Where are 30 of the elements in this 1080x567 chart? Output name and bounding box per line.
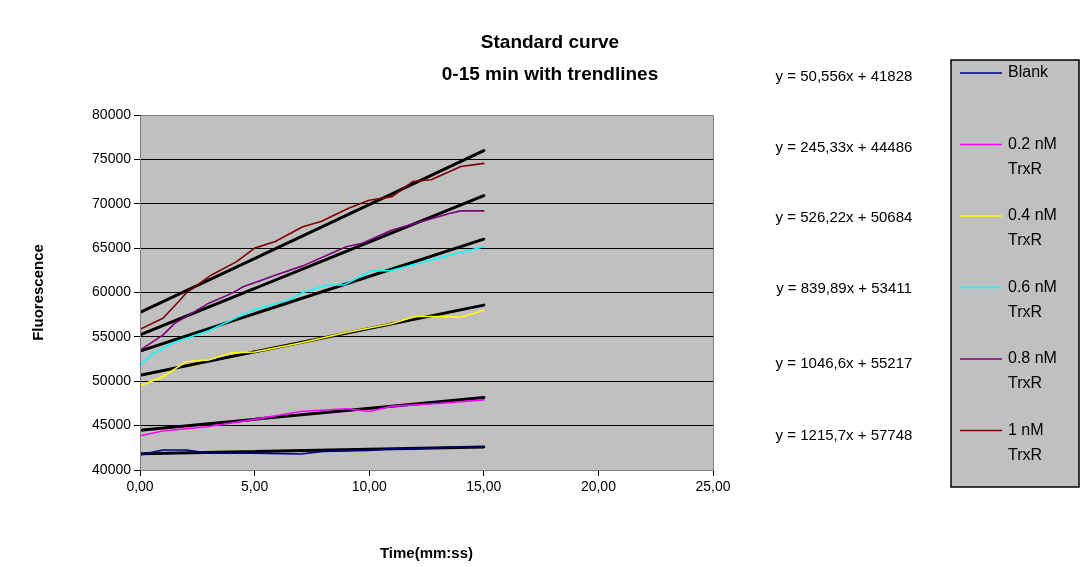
x-axis-title: Time(mm:ss) [379,544,474,562]
legend-label: 0.4 nM TrxR [1008,206,1057,249]
x-tick-label: 15,00 [466,478,502,495]
text: y = 1046,6x + 55217 [775,354,913,372]
y-tick-label: 45000 [92,416,132,433]
legend-label: 1 nM TrxR [1008,420,1044,463]
y-tick-label: 55000 [92,327,132,344]
x-tick-label: 20,00 [580,478,617,495]
text: y = 1215,7x + 57748 [775,426,913,444]
y-tick-label: 40000 [92,460,132,477]
y-axis-title: Fluorescence [29,244,47,341]
legend-label: 0.8 nM TrxR [1008,349,1057,392]
x-tick-label: 10,00 [351,478,387,495]
y-tick-label: 65000 [92,238,132,255]
y-tick-label: 50000 [92,372,132,389]
text: y = 50,556x + 41828 [775,67,913,85]
y-tick-label: 75000 [92,150,132,167]
legend-label: 0.6 nM TrxR [1008,277,1057,320]
chart-title: Standard curve 0-15 min with trendlines [441,31,659,85]
y-tick-label: 60000 [92,283,132,300]
x-tick-label: 25,00 [695,478,731,495]
text: y = 245,33x + 44486 [775,138,913,156]
x-tick-label: 0,00 [126,478,154,495]
y-tick-label: 80000 [92,105,132,122]
legend-label: 0.2 nM TrxR [1008,134,1057,177]
y-tick-label: 70000 [92,194,132,211]
legend-label: Blank [1008,63,1050,81]
x-tick-label: 5,00 [240,478,269,495]
text: y = 526,22x + 50684 [775,208,913,226]
text: y = 839,89x + 53411 [776,279,912,297]
